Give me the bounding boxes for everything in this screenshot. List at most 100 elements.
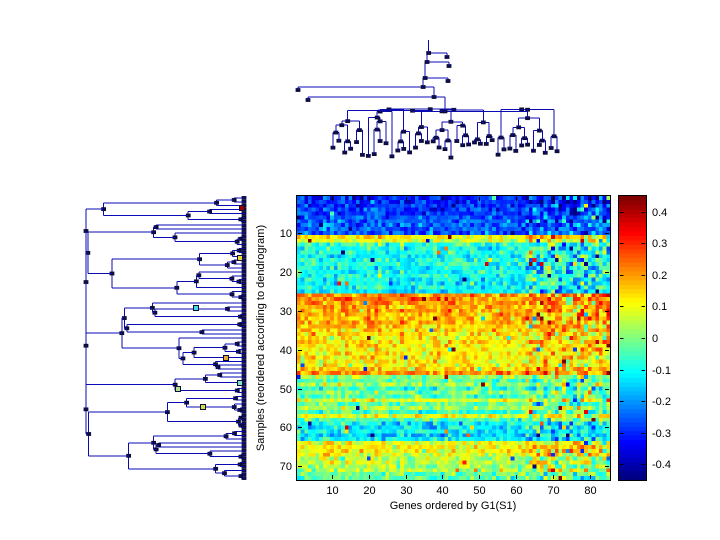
dendrogram-node-marker xyxy=(222,471,227,476)
dendrogram-node-marker xyxy=(149,305,155,310)
dendrogram-node-marker xyxy=(124,326,130,331)
dendrogram-node-marker xyxy=(241,324,247,329)
dendrogram-node-marker xyxy=(238,415,244,420)
top-dendrogram xyxy=(295,40,560,160)
colorbar-tick-label: -0.3 xyxy=(652,427,671,440)
dendrogram-node-marker xyxy=(235,349,241,354)
dendrogram-node-marker xyxy=(241,460,247,465)
dendrogram-node-marker xyxy=(241,472,247,477)
dendrogram-node-marker xyxy=(241,281,247,286)
dendrogram-node-marker xyxy=(193,279,199,284)
dendrogram-node-marker xyxy=(295,88,301,92)
dendrogram-node-marker xyxy=(236,279,242,284)
dendrogram-node-marker xyxy=(241,398,247,403)
colorbar-gradient xyxy=(619,196,646,480)
dendrogram-node-marker xyxy=(383,141,389,146)
dendrogram-node-marker xyxy=(151,230,157,235)
dendrogram-node-marker xyxy=(241,297,247,301)
dendrogram-node-marker xyxy=(333,130,339,135)
dendrogram-node-marker xyxy=(451,107,457,112)
colorbar-tick-label: 0 xyxy=(652,332,659,345)
dendrogram-node-marker xyxy=(460,123,466,128)
dendrogram-node-marker xyxy=(241,351,247,356)
dendrogram-highlight-marker xyxy=(236,379,244,387)
dendrogram-node-marker xyxy=(241,476,247,480)
dendrogram-node-marker xyxy=(501,147,507,152)
y-tick-label: 60 xyxy=(279,421,292,434)
dendrogram-node-marker xyxy=(413,145,418,150)
dendrogram-node-marker xyxy=(109,271,115,276)
dendrogram-node-marker xyxy=(330,145,336,150)
dendrogram-node-marker xyxy=(513,149,519,153)
dendrogram-node-marker xyxy=(445,79,451,83)
dendrogram-node-marker xyxy=(241,382,247,387)
dendrogram-node-marker xyxy=(241,289,247,294)
dendrogram-node-marker xyxy=(525,116,530,121)
dendrogram-node-marker xyxy=(305,98,311,102)
dendrogram-node-marker xyxy=(241,269,247,274)
dendrogram-node-marker xyxy=(207,451,213,456)
dendrogram-node-marker xyxy=(224,263,230,267)
x-tick-label: 30 xyxy=(400,485,413,497)
dendrogram-node-marker xyxy=(507,146,513,151)
dendrogram-node-marker xyxy=(525,142,530,147)
x-tick-label: 60 xyxy=(510,485,523,497)
dendrogram-node-marker xyxy=(448,119,454,124)
dendrogram-node-marker xyxy=(495,152,501,157)
dendrogram-node-marker xyxy=(241,215,247,220)
dendrogram-node-marker xyxy=(234,239,240,244)
dendrogram-node-marker xyxy=(377,109,383,114)
dendrogram-node-marker xyxy=(241,468,247,473)
dendrogram-node-marker xyxy=(241,425,247,430)
dendrogram-node-marker xyxy=(454,139,460,143)
dendrogram-node-marker xyxy=(446,64,452,68)
dendrogram-node-marker xyxy=(85,250,91,255)
dendrogram-node-marker xyxy=(420,85,426,89)
dendrogram-node-marker xyxy=(345,119,351,124)
dendrogram-node-marker xyxy=(241,301,247,305)
dendrogram-node-marker xyxy=(241,336,247,340)
dendrogram-node-marker xyxy=(229,292,235,297)
dendrogram-node-marker xyxy=(236,248,242,253)
colorbar-tick-label: 0.2 xyxy=(652,269,668,282)
dendrogram-node-marker xyxy=(241,234,247,239)
dendrogram-node-marker xyxy=(241,343,247,348)
dendrogram-node-marker xyxy=(442,109,448,114)
dendrogram-node-marker xyxy=(241,293,247,298)
dendrogram-node-marker xyxy=(448,155,454,160)
dendrogram-node-marker xyxy=(422,76,428,80)
dendrogram-node-marker xyxy=(551,134,557,139)
dendrogram-node-marker xyxy=(237,462,243,467)
dendrogram-node-marker xyxy=(480,120,486,125)
dendrogram-node-marker xyxy=(483,142,489,146)
dendrogram-node-marker xyxy=(241,421,247,426)
dendrogram-node-marker xyxy=(357,128,362,133)
dendrogram-node-marker xyxy=(191,350,197,355)
dendrogram-node-marker xyxy=(174,285,180,290)
dendrogram-node-marker xyxy=(241,347,247,352)
dendrogram-node-marker xyxy=(241,437,247,442)
dendrogram-node-marker xyxy=(101,207,107,212)
dendrogram-node-marker xyxy=(185,213,191,218)
dendrogram-node-marker xyxy=(241,456,247,461)
dendrogram-node-marker xyxy=(241,266,247,270)
dendrogram-node-marker xyxy=(439,128,445,133)
dendrogram-node-marker xyxy=(389,154,395,159)
dendrogram-node-marker xyxy=(236,419,241,424)
dendrogram-node-marker xyxy=(241,312,247,317)
dendrogram-node-marker xyxy=(339,123,345,128)
dendrogram-node-marker xyxy=(241,390,247,395)
dendrogram-node-marker xyxy=(354,140,359,144)
x-tick-label: 80 xyxy=(584,485,597,497)
x-tick-label: 40 xyxy=(436,485,449,497)
dendrogram-node-marker xyxy=(542,150,548,155)
dendrogram-node-marker xyxy=(539,138,545,143)
y-tick-label: 30 xyxy=(279,305,292,318)
dendrogram-node-marker xyxy=(525,107,530,112)
dendrogram-node-marker xyxy=(371,152,377,157)
dendrogram-node-marker xyxy=(401,147,407,151)
dendrogram-node-marker xyxy=(222,345,228,350)
dendrogram-node-marker xyxy=(225,306,230,311)
dendrogram-node-marker xyxy=(444,55,450,59)
